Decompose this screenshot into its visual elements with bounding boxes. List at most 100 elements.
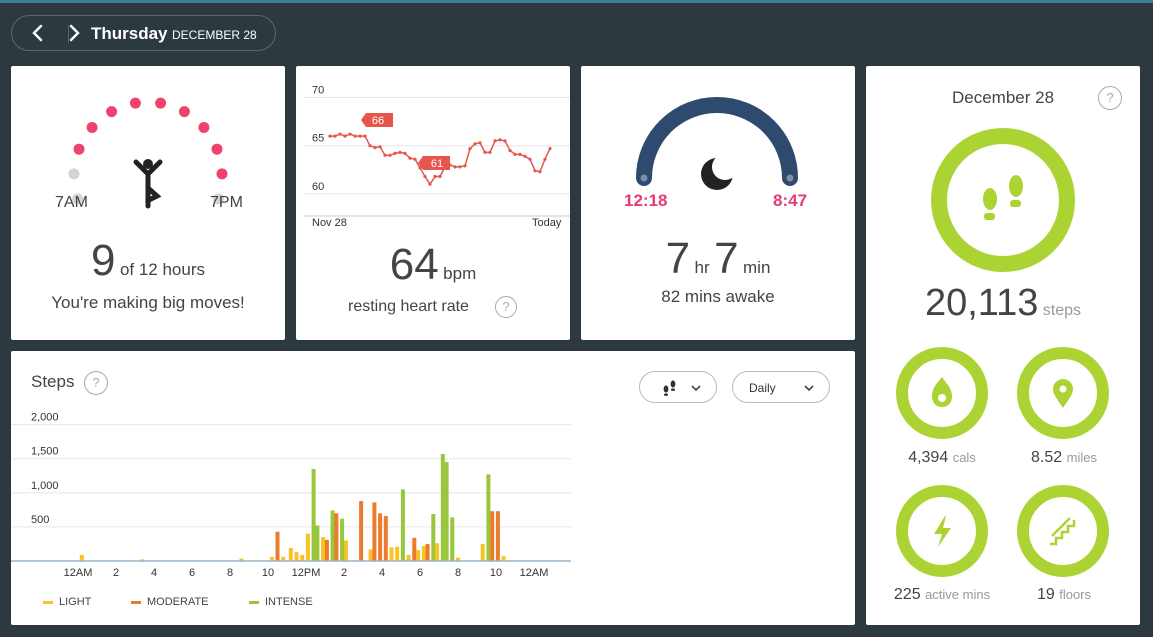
hr-x-end-label: Today	[532, 217, 562, 229]
hr-point	[483, 150, 487, 154]
steps-bar-chart: 500 1,000 1,500 2,000 12AM 2 4 6 8 10 12PM 2 4 6 8 10 12…	[11, 412, 571, 579]
step-bar	[239, 558, 244, 561]
step-bar	[372, 502, 377, 561]
steps-x-tick-label: 8	[455, 567, 461, 579]
step-bar	[294, 552, 299, 561]
steps-x-tick-label: 8	[227, 567, 233, 579]
step-bar	[330, 510, 335, 561]
steps-x-tick-label: 6	[417, 567, 423, 579]
day-label: Thursday	[91, 24, 168, 43]
sleep-start-marker	[640, 174, 648, 182]
hour-dot	[211, 143, 223, 155]
hr-point	[533, 169, 537, 173]
help-icon[interactable]: ?	[84, 371, 108, 395]
hour-dot	[198, 122, 210, 133]
hr-point	[463, 164, 467, 168]
hour-dot	[106, 106, 118, 118]
end-hour-label: 7PM	[210, 194, 243, 211]
step-bar	[435, 543, 440, 561]
step-bar	[406, 554, 411, 561]
person-icon	[133, 159, 163, 209]
hr-point	[408, 156, 412, 160]
hr-point	[328, 134, 332, 138]
location-pin-icon	[1053, 379, 1073, 408]
hr-point	[423, 174, 427, 179]
hr-y-tick-label: 60	[312, 181, 324, 193]
step-bar	[315, 525, 320, 561]
chevron-left-icon[interactable]	[28, 23, 48, 43]
metric-dropdown[interactable]	[639, 371, 717, 403]
sleep-hr-unit: hr	[694, 258, 710, 277]
flame-icon	[932, 377, 952, 407]
footsteps-icon	[663, 380, 676, 396]
active-minutes-value: 225	[893, 586, 921, 603]
hr-point	[363, 134, 367, 138]
sleep-end-marker	[786, 174, 794, 182]
step-bar	[395, 546, 400, 561]
hour-dot	[73, 143, 85, 155]
step-bar	[490, 511, 495, 561]
hourly-activity-card[interactable]: 7AM 7PM 9 of 12 hours You're making big …	[11, 66, 285, 340]
hr-point	[473, 142, 477, 146]
hr-point	[508, 148, 512, 153]
hourly-dots	[68, 97, 228, 209]
heart-rate-chart: 60 65 70 66 61	[304, 85, 570, 217]
heart-rate-card[interactable]: 60 65 70 66 61 Nov 28 Today 64 bpm resting…	[296, 66, 570, 340]
steps-ring[interactable]	[931, 128, 1075, 272]
active-minutes-ring[interactable]	[896, 485, 988, 577]
svg-text:66: 66	[372, 115, 384, 127]
summary-rings	[896, 128, 1109, 577]
step-bar	[305, 533, 310, 561]
step-bar	[444, 462, 449, 561]
step-bar	[340, 518, 345, 561]
step-bar	[501, 556, 506, 561]
sleep-end-time: 8:47	[773, 191, 808, 210]
chevron-right-icon[interactable]	[64, 23, 84, 43]
step-bar	[378, 513, 383, 561]
summary-date: December 28	[951, 88, 1055, 107]
steps-x-tick-label: 12PM	[292, 567, 321, 579]
step-bar	[359, 501, 364, 561]
hour-dot	[68, 168, 80, 180]
distance-ring[interactable]	[1017, 347, 1109, 439]
help-icon[interactable]: ?	[495, 296, 517, 318]
floors-stat: 19 floors	[988, 586, 1140, 604]
footsteps-icon	[983, 175, 1023, 220]
steps-x-tick-label: 10	[262, 567, 274, 579]
steps-y-tick-label: 1,000	[31, 480, 59, 492]
sleep-card[interactable]: 12:18 8:47 7 hr 7 min 82 mins awake	[581, 66, 855, 340]
distance-unit: miles	[1066, 450, 1097, 465]
step-bar	[79, 554, 84, 561]
step-bar	[440, 454, 445, 561]
calories-ring[interactable]	[896, 347, 988, 439]
hour-dot	[86, 122, 98, 133]
help-icon[interactable]: ?	[1098, 86, 1122, 110]
steps-card: Steps ? Daily 500 1,000 1,500 2,000 12AM 2 4 6 8…	[11, 351, 855, 625]
steps-x-tick-label: 4	[379, 567, 385, 579]
steps-x-tick-label: 12AM	[64, 567, 93, 579]
hr-point	[353, 134, 357, 138]
sleep-arc	[636, 97, 798, 186]
hr-y-tick-label: 65	[312, 133, 324, 145]
hr-point	[428, 182, 432, 186]
period-dropdown[interactable]: Daily	[732, 371, 830, 403]
step-bar	[368, 549, 373, 561]
hr-point	[493, 139, 497, 143]
hr-point	[368, 144, 372, 148]
hr-point	[343, 134, 347, 138]
stairs-icon	[1050, 517, 1076, 546]
sleep-duration: 7 hr 7 min	[581, 234, 855, 284]
sleep-min-unit: min	[743, 258, 771, 277]
legend-intense-label: INTENSE	[265, 596, 313, 608]
active-minutes-unit: active mins	[925, 587, 991, 602]
legend-moderate-label: MODERATE	[147, 596, 209, 608]
floors-unit: floors	[1059, 587, 1092, 602]
active-minutes-stat: 225 active mins	[866, 586, 1018, 604]
resting-hr-label: resting heart rate	[348, 298, 469, 315]
sleep-gauge	[636, 97, 798, 190]
hours-of-text: of 12 hours	[119, 260, 205, 279]
start-hour-label: 7AM	[55, 194, 88, 211]
hr-point	[548, 147, 552, 151]
floors-ring[interactable]	[1017, 485, 1109, 577]
floors-value: 19	[1036, 586, 1055, 603]
